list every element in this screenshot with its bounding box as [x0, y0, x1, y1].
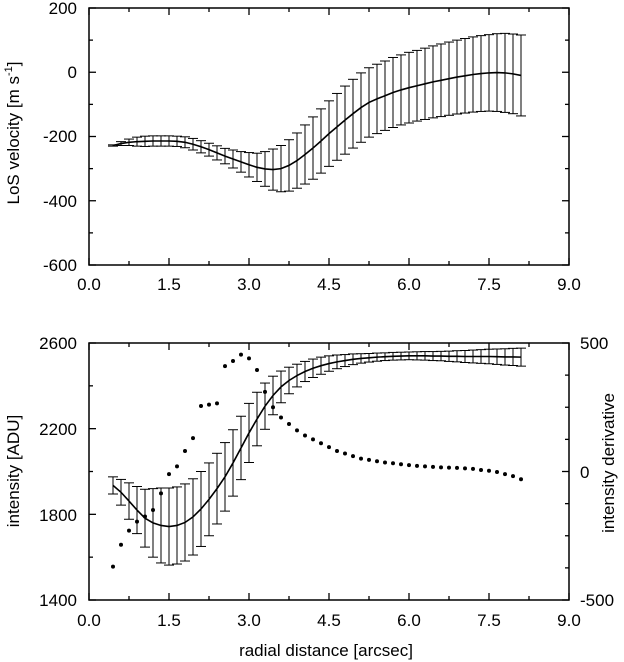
- derivative-point: [471, 466, 475, 471]
- derivative-point: [327, 445, 331, 450]
- derivative-point: [231, 358, 235, 363]
- derivative-point: [207, 402, 211, 407]
- derivative-y-tick-label: 0: [580, 463, 589, 482]
- intensity-y-tick-label: 2200: [39, 420, 77, 439]
- velocity-x-tick-label: 0.0: [77, 275, 101, 294]
- derivative-point: [247, 356, 251, 361]
- derivative-point: [191, 436, 195, 441]
- velocity-y-tick-label: -600: [43, 256, 77, 275]
- intensity-panel: 0.0 1.5 3.0 4.5 6.0 7.5 9.0 1400 1800 22…: [4, 334, 618, 660]
- intensity-y-axis-label: intensity [ADU]: [4, 415, 23, 527]
- derivative-point: [287, 421, 291, 426]
- derivative-point: [503, 472, 507, 477]
- velocity-x-tick-label: 9.0: [557, 275, 581, 294]
- derivative-point: [351, 454, 355, 459]
- velocity-panel: 0.0 1.5 3.0 4.5 6.0 7.5 9.0 -600 -400 -2…: [3, 0, 581, 294]
- derivative-point: [391, 461, 395, 466]
- velocity-x-tick-label: 6.0: [397, 275, 421, 294]
- derivative-point: [463, 466, 467, 471]
- derivative-point: [111, 564, 115, 569]
- derivative-point: [159, 491, 163, 496]
- velocity-y-tick-label: 200: [49, 0, 77, 18]
- derivative-point: [455, 465, 459, 470]
- derivative-point: [255, 367, 259, 372]
- velocity-ticks: [88, 7, 570, 266]
- derivative-point: [311, 437, 315, 442]
- intensity-x-tick-label: 4.5: [317, 611, 341, 630]
- derivative-point: [439, 465, 443, 470]
- derivative-point: [223, 364, 227, 369]
- derivative-series: [111, 352, 523, 569]
- intensity-x-tick-label: 6.0: [397, 611, 421, 630]
- derivative-point: [511, 474, 515, 479]
- intensity-x-tick-label: 9.0: [557, 611, 581, 630]
- derivative-y-tick-label: -500: [580, 591, 614, 610]
- derivative-point: [263, 389, 267, 394]
- derivative-point: [175, 464, 179, 469]
- velocity-series: [108, 32, 526, 193]
- velocity-x-tick-label: 1.5: [157, 275, 181, 294]
- derivative-point: [423, 464, 427, 469]
- derivative-point: [239, 352, 243, 357]
- derivative-point: [319, 441, 323, 446]
- velocity-x-tick-label: 3.0: [237, 275, 261, 294]
- derivative-point: [415, 463, 419, 468]
- intensity-y-tick-label: 2600: [39, 334, 77, 353]
- derivative-point: [399, 462, 403, 467]
- derivative-point: [367, 457, 371, 462]
- derivative-y-axis-label: intensity derivative: [599, 393, 618, 533]
- derivative-point: [279, 415, 283, 420]
- derivative-point: [295, 428, 299, 433]
- derivative-point: [135, 519, 139, 524]
- derivative-point: [383, 460, 387, 465]
- derivative-point: [479, 467, 483, 472]
- derivative-point: [199, 403, 203, 408]
- velocity-y-tick-label: -200: [43, 127, 77, 146]
- derivative-point: [487, 468, 491, 473]
- derivative-point: [495, 470, 499, 475]
- velocity-x-tick-label: 4.5: [317, 275, 341, 294]
- derivative-point: [375, 459, 379, 464]
- derivative-point: [119, 542, 123, 547]
- velocity-y-axis-label: LoS velocity [m s-1]: [3, 61, 23, 204]
- derivative-point: [215, 401, 219, 406]
- derivative-point: [343, 451, 347, 456]
- derivative-point: [303, 433, 307, 438]
- intensity-y-tick-label: 1800: [39, 506, 77, 525]
- intensity-series: [108, 347, 526, 566]
- derivative-point: [431, 464, 435, 469]
- derivative-point: [127, 528, 131, 533]
- series-line: [112, 71, 522, 171]
- intensity-y-tick-label: 1400: [39, 591, 77, 610]
- velocity-y-tick-label: -400: [43, 192, 77, 211]
- intensity-x-tick-label: 3.0: [237, 611, 261, 630]
- derivative-y-tick-label: 500: [580, 334, 608, 353]
- derivative-point: [519, 477, 523, 482]
- velocity-x-tick-label: 7.5: [477, 275, 501, 294]
- derivative-point: [359, 456, 363, 461]
- derivative-point: [143, 514, 147, 519]
- derivative-point: [447, 465, 451, 470]
- derivative-point: [271, 405, 275, 410]
- intensity-x-tick-label: 0.0: [77, 611, 101, 630]
- x-axis-label: radial distance [arcsec]: [239, 641, 413, 660]
- intensity-x-tick-label: 1.5: [157, 611, 181, 630]
- derivative-point: [151, 508, 155, 513]
- derivative-point: [183, 448, 187, 453]
- velocity-y-tick-label: 0: [68, 63, 77, 82]
- derivative-point: [335, 448, 339, 453]
- derivative-point: [167, 472, 171, 477]
- intensity-x-tick-label: 7.5: [477, 611, 501, 630]
- series-line: [112, 355, 522, 528]
- derivative-point: [407, 463, 411, 468]
